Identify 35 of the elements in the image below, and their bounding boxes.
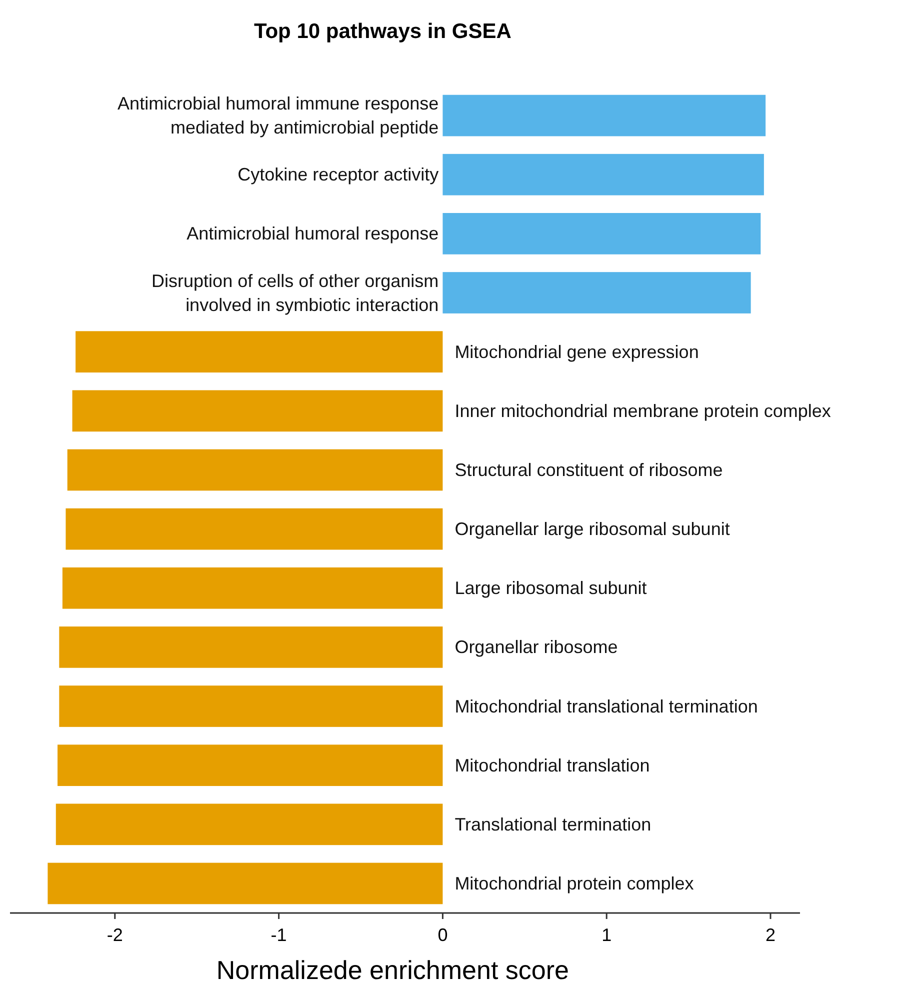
bar [66, 508, 443, 550]
y-tick-label: Mitochondrial translational termination [454, 696, 758, 716]
y-tick-label: Mitochondrial protein complex [454, 873, 694, 894]
y-tick-label: Mitochondrial gene expression [454, 342, 699, 362]
y-tick-label: Antimicrobial humoral immune response mediated by antimicrobial peptide [118, 94, 439, 138]
bar [59, 626, 443, 668]
bar [48, 862, 443, 904]
y-tick-label: Large ribosomal subunit [454, 578, 647, 598]
bar [59, 686, 443, 727]
y-tick-label: Organellar ribosome [454, 637, 618, 658]
y-tick-label: Structural constituent of ribosome [454, 460, 723, 480]
bar [442, 213, 761, 254]
y-tick-label: Antimicrobial humoral response [186, 224, 439, 244]
x-tick-label: -1 [270, 925, 287, 945]
x-axis-title: Normalizede enrichment score [216, 955, 569, 985]
x-tick-label: 2 [765, 925, 776, 945]
x-tick-label: 1 [602, 925, 612, 945]
y-tick-label: Inner mitochondrial membrane protein complex [454, 400, 831, 421]
y-tick-label: Organellar large ribosomal subunit [454, 519, 730, 540]
y-tick-label: Cytokine receptor activity [238, 164, 439, 185]
bar [67, 449, 443, 491]
bar [72, 390, 443, 432]
y-tick-label: Disruption of cells of other organism involved in symbiotic interaction [152, 270, 439, 315]
bar [56, 804, 443, 846]
y-tick-label: Mitochondrial translation [454, 755, 650, 776]
chart-title: Top 10 pathways in GSEA [254, 20, 512, 43]
y-tick-label: Translational termination [454, 814, 652, 834]
bar [442, 154, 764, 196]
bar [62, 567, 443, 609]
x-tick-label: -2 [106, 925, 123, 945]
bar [76, 331, 443, 372]
bar [442, 272, 751, 314]
bar [58, 744, 443, 786]
bar [442, 94, 766, 136]
x-tick-label: 0 [438, 925, 448, 945]
